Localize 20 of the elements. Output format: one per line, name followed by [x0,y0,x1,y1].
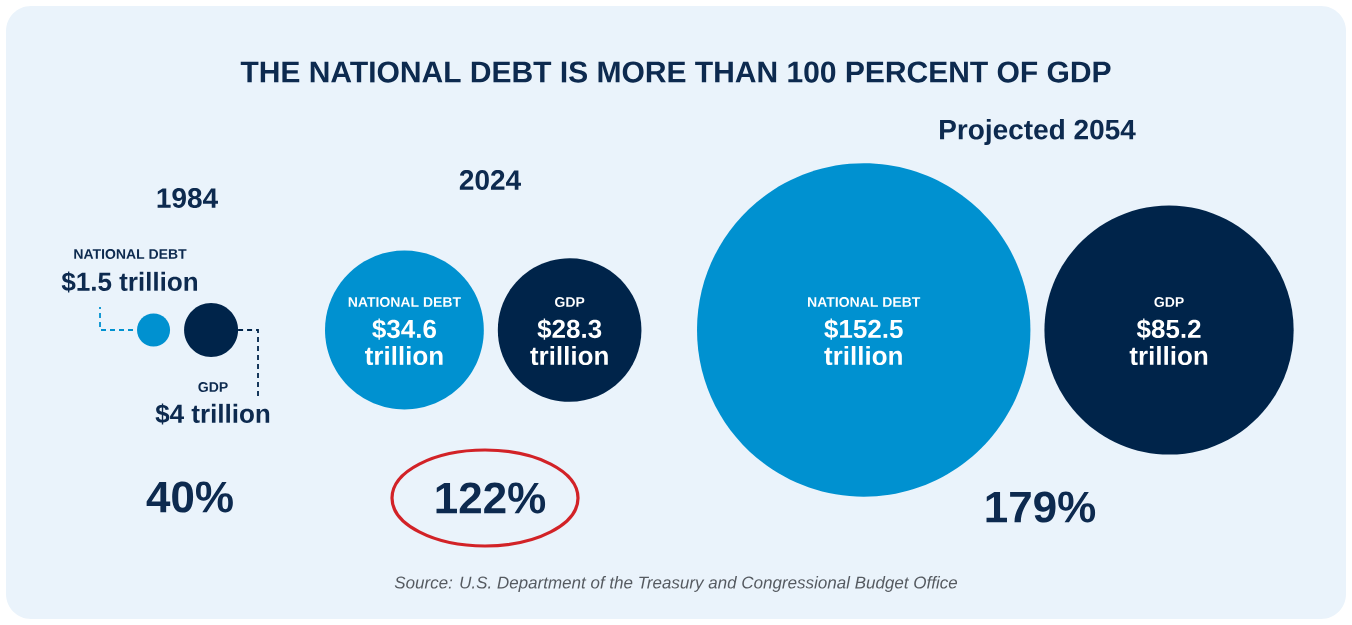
text: GDP [198,382,228,392]
data-label: $4 trillion [155,403,270,425]
data-label: $28.3 trillion [530,318,608,366]
data-label: $34.6 trillion [365,318,443,366]
series-label: GDP [555,297,585,307]
data-label: $85.2 trillion [1129,318,1208,366]
text: NATIONAL DEBT [808,297,921,307]
text: 122% [436,482,546,514]
text: GDP [1154,297,1184,307]
data-label: $152.5 trillion [824,318,903,366]
category-label: 2024 [459,170,521,190]
category-label: 1984 [157,188,218,208]
source-note: Source: U.S. Department of the Treasury and Congressional Budget Office [394,576,958,592]
text: THE NATIONAL DEBT IS MORE THAN 100 PERCENT OF GDP [240,61,1111,83]
text: 179% [986,491,1096,523]
text: NATIONAL DEBT [74,249,187,259]
series-label: NATIONAL DEBT [348,297,461,307]
category-label: Projected 2054 [940,118,1136,146]
text: 40% [146,481,233,513]
data-label: $1.5 trillion [61,271,198,293]
